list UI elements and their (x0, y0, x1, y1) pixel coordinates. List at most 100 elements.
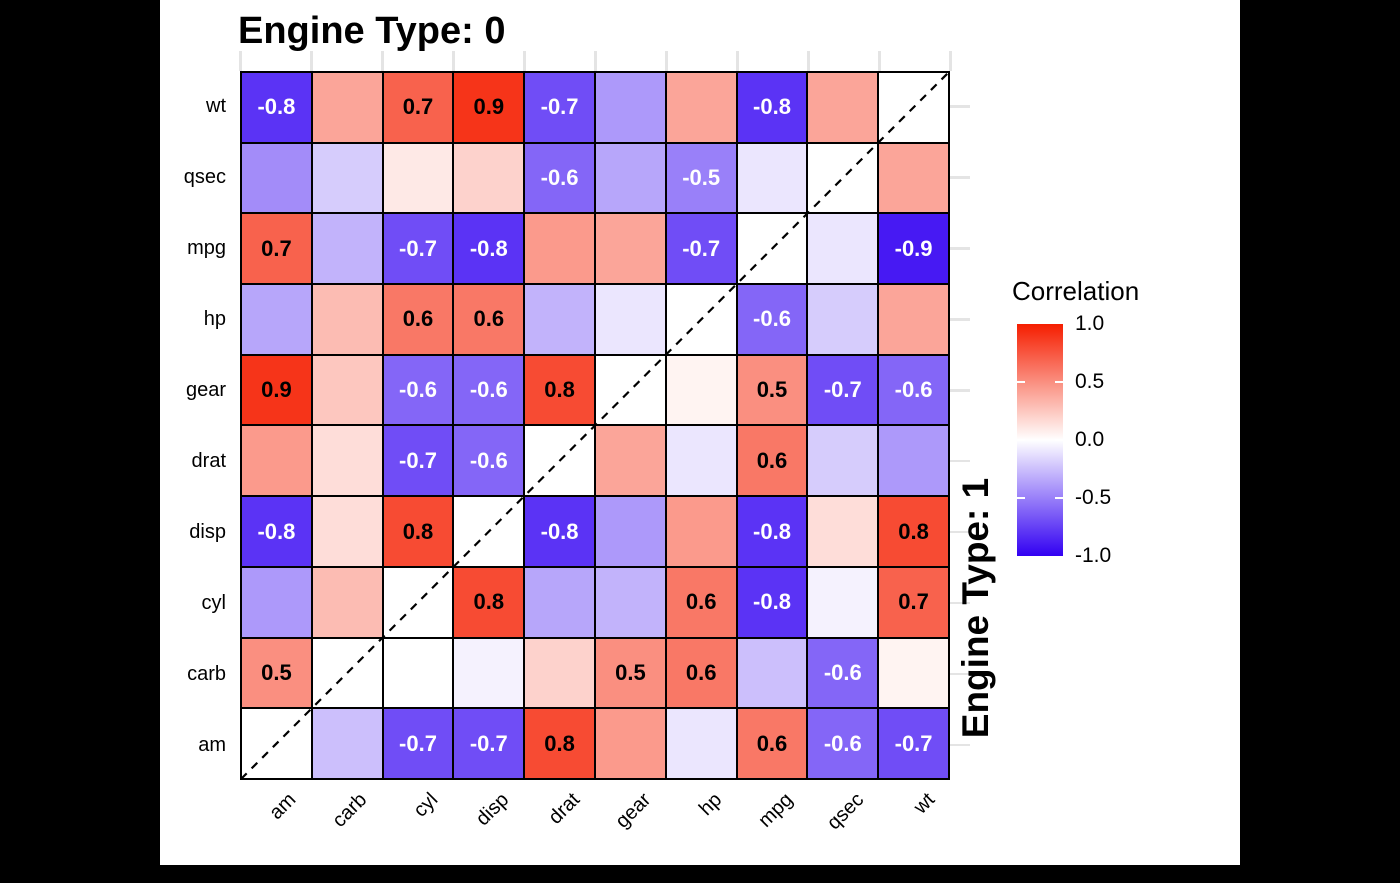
heatmap-cell: 0.5 (595, 637, 666, 709)
heatmap-cell (311, 708, 383, 779)
top-axis-tick (239, 51, 242, 71)
y-axis-label: hp (203, 308, 226, 331)
heatmap-cell (311, 566, 383, 638)
top-axis-tick (807, 51, 810, 71)
y-axis-label: drat (191, 449, 226, 472)
y-axis-label: am (198, 733, 226, 756)
legend-tick-mark (1017, 439, 1025, 441)
right-axis-tick (950, 105, 970, 108)
heatmap-cell: -0.6 (807, 637, 879, 709)
heatmap-cell (382, 142, 454, 214)
heatmap-cell: -0.7 (878, 708, 949, 779)
heatmap-cell (595, 708, 666, 779)
heatmap-cell (595, 354, 666, 426)
heatmap-cell (595, 284, 666, 355)
heatmap-cell (311, 354, 383, 426)
heatmap-cell (807, 425, 879, 497)
heatmap-cell (382, 637, 454, 709)
heatmap-cell (241, 142, 312, 214)
heatmap-cell (524, 284, 595, 355)
heatmap-cell (595, 72, 666, 143)
top-axis-tick (665, 51, 668, 71)
right-axis-tick (950, 530, 970, 534)
y-axis-label: disp (189, 520, 226, 543)
heatmap-cell (807, 72, 879, 143)
heatmap-cell (382, 566, 454, 638)
y-axis-label: gear (185, 379, 226, 402)
heatmap-cell: -0.7 (665, 213, 737, 285)
plot-canvas: Engine Type: 0 -0.8 0.7 0.9 -0.7 -0.8 -0.6 -0.… (160, 0, 1240, 865)
heatmap-cell: -0.8 (241, 72, 312, 143)
legend-tick-label: -1.0 (1075, 544, 1112, 567)
legend-tick-mark (1055, 497, 1063, 499)
heatmap-cell: 0.6 (736, 425, 808, 497)
heatmap-cell (241, 566, 312, 638)
heatmap-cell: -0.7 (382, 213, 454, 285)
heatmap-cell (807, 284, 879, 355)
heatmap-cell: -0.6 (453, 425, 525, 497)
heatmap-cell: 0.7 (241, 213, 312, 285)
top-axis-tick (381, 51, 384, 71)
heatmap-cell (595, 142, 666, 214)
heatmap-cell: -0.6 (382, 354, 454, 426)
legend-tick-label: 1.0 (1075, 312, 1105, 335)
heatmap-cell (524, 637, 595, 709)
heatmap-cell: 0.9 (241, 354, 312, 426)
heatmap-cell: -0.6 (878, 354, 949, 426)
heatmap-cell: 0.6 (665, 637, 737, 709)
heatmap-cell: -0.6 (453, 354, 525, 426)
heatmap-cell (311, 496, 383, 567)
heatmap-cell (665, 496, 737, 567)
heatmap-cell (878, 72, 949, 143)
top-axis-tick (949, 51, 952, 71)
heatmap-cell (807, 496, 879, 567)
top-axis-tick (736, 51, 739, 71)
right-axis-tick (950, 743, 970, 747)
heatmap-cell: -0.6 (736, 284, 808, 355)
heatmap-cell: 0.8 (878, 496, 949, 567)
heatmap-cell (311, 213, 383, 285)
legend-title: Correlation (1012, 276, 1140, 306)
heatmap-cell: -0.7 (382, 708, 454, 779)
heatmap-cell: -0.5 (665, 142, 737, 214)
right-axis-tick (950, 247, 970, 250)
heatmap-cell: 0.8 (382, 496, 454, 567)
y-axis-label: mpg (187, 237, 226, 260)
y-axis-label: cyl (201, 591, 226, 614)
heatmap-cell (311, 142, 383, 214)
heatmap-cell (595, 566, 666, 638)
heatmap-cell (878, 637, 949, 709)
y-axis-label: qsec (183, 166, 226, 189)
heatmap-cell (241, 284, 312, 355)
top-axis-tick (452, 51, 455, 71)
top-axis-tick (594, 51, 597, 71)
heatmap-cell: -0.8 (736, 496, 808, 567)
legend-tick-label: -0.5 (1075, 486, 1112, 509)
heatmap-cell: 0.6 (382, 284, 454, 355)
heatmap-cell (311, 284, 383, 355)
heatmap-cell (736, 142, 808, 214)
heatmap-cell (665, 354, 737, 426)
heatmap-cell (524, 213, 595, 285)
heatmap-cell (524, 425, 595, 497)
heatmap-cell (665, 425, 737, 497)
heatmap-cell (736, 213, 808, 285)
heatmap-cell (524, 566, 595, 638)
heatmap-cell: 0.7 (382, 72, 454, 143)
heatmap-cell: -0.7 (524, 72, 595, 143)
right-axis-tick (950, 459, 970, 463)
heatmap-cell (595, 496, 666, 567)
legend-tick-mark (1017, 381, 1025, 383)
heatmap-cell: 0.5 (241, 637, 312, 709)
heatmap-cell: 0.6 (736, 708, 808, 779)
facet-title-top: Engine Type: 0 (238, 10, 506, 52)
legend-tick-mark (1055, 381, 1063, 383)
heatmap-cell: 0.9 (453, 72, 525, 143)
heatmap-cell (665, 708, 737, 779)
heatmap-cell (311, 425, 383, 497)
heatmap-cell (807, 213, 879, 285)
heatmap-cell: 0.8 (524, 354, 595, 426)
heatmap-cell: 0.7 (878, 566, 949, 638)
heatmap-cell: -0.8 (736, 566, 808, 638)
heatmap-cell: -0.7 (453, 708, 525, 779)
